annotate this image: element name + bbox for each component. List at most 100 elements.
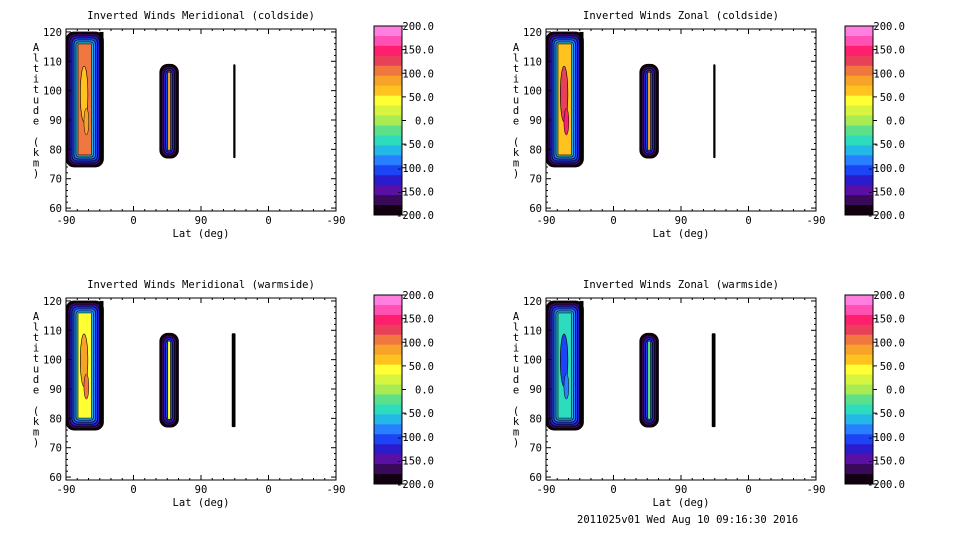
- y-tick-label: 100: [523, 355, 542, 367]
- y-tick-label: 80: [49, 144, 62, 156]
- colorbar-tick-label: -150.0: [396, 186, 434, 198]
- x-tick-label: 0: [610, 215, 616, 227]
- contour-field: [65, 300, 236, 431]
- colorbar-tick-label: -200.0: [867, 210, 905, 222]
- colorbar-swatch: [374, 364, 402, 376]
- contour-blob: [639, 63, 659, 159]
- x-tick-label: -90: [537, 215, 556, 227]
- colorbar: 200.0 150.0 100.0 50.0 0.0 -50.0 -100.0 -150.0 -…: [844, 21, 905, 222]
- colorbar-swatch: [845, 295, 873, 306]
- y-tick-label: 120: [43, 27, 62, 39]
- colorbar-swatch: [374, 55, 402, 67]
- svg-text:d: d: [513, 105, 519, 117]
- colorbar-swatch: [374, 95, 402, 107]
- colorbar-swatch: [845, 434, 873, 445]
- colorbar-swatch: [845, 165, 873, 176]
- svg-text:d: d: [33, 105, 39, 117]
- x-tick-label: -90: [537, 484, 556, 496]
- y-tick-label: 60: [49, 203, 62, 215]
- plot-frame: [65, 297, 337, 481]
- contour-blob: [65, 31, 104, 168]
- colorbar-swatch: [845, 85, 873, 97]
- y-tick-label: 120: [523, 27, 542, 39]
- contour-blob: [639, 332, 659, 428]
- y-tick-label: 110: [43, 56, 62, 68]
- y-tick-label: 120: [43, 296, 62, 308]
- colorbar-swatch: [845, 125, 873, 136]
- colorbar-tick-label: 50.0: [880, 92, 905, 104]
- colorbar-swatch: [845, 354, 873, 366]
- svg-text:k: k: [33, 147, 40, 159]
- colorbar-swatch: [845, 155, 873, 166]
- colorbar-swatch: [845, 55, 873, 67]
- colorbar-tick-label: -50.0: [402, 139, 434, 151]
- colorbar-swatch: [374, 334, 402, 346]
- colorbar-swatch: [845, 314, 873, 326]
- svg-text:A: A: [513, 311, 520, 323]
- colorbar-swatch: [374, 414, 402, 425]
- colorbar-swatch: [374, 344, 402, 356]
- contour-blob: [159, 63, 179, 159]
- colorbar-tick-label: 200.0: [873, 290, 905, 302]
- y-tick-label: 90: [49, 384, 62, 396]
- colorbar-tick-label: 200.0: [402, 290, 434, 302]
- colorbar-swatch: [374, 434, 402, 445]
- x-tick-label: 90: [195, 484, 208, 496]
- x-tick-label: -90: [327, 484, 346, 496]
- colorbar-swatch: [845, 145, 873, 156]
- colorbar-tick-label: 100.0: [402, 337, 434, 349]
- svg-text:e: e: [33, 385, 39, 397]
- colorbar-swatch: [374, 454, 402, 465]
- svg-text:A: A: [33, 42, 40, 54]
- contour-core: [83, 373, 90, 400]
- contour-edge: [99, 31, 104, 161]
- contour-blob: [545, 300, 584, 431]
- colorbar-tick-label: -200.0: [396, 479, 434, 491]
- x-tick-label: 0: [130, 484, 136, 496]
- svg-text:t: t: [33, 332, 39, 344]
- x-tick-label: 0: [265, 484, 271, 496]
- panel-4: Inverted Winds Zonal (warmside) 60 70 80 90 1…: [513, 279, 905, 509]
- colorbar-swatch: [374, 145, 402, 156]
- colorbar-swatch: [374, 474, 402, 485]
- svg-text:A: A: [513, 42, 520, 54]
- x-tick-label: 90: [195, 215, 208, 227]
- colorbar-tick-label: 0.0: [415, 116, 434, 128]
- panel-title: Inverted Winds Meridional (coldside): [87, 10, 315, 22]
- colorbar-tick-label: 200.0: [402, 21, 434, 33]
- svg-text:l: l: [33, 322, 39, 334]
- colorbar-swatch: [374, 75, 402, 87]
- y-tick-label: 80: [529, 144, 542, 156]
- contour-fill: [167, 340, 171, 420]
- svg-text:i: i: [33, 74, 39, 86]
- colorbar: 200.0 150.0 100.0 50.0 0.0 -50.0 -100.0 -150.0 -…: [373, 21, 434, 222]
- y-tick-label: 110: [523, 325, 542, 337]
- colorbar-swatch: [845, 95, 873, 107]
- x-tick-label: 90: [675, 484, 688, 496]
- x-tick-label: 90: [675, 215, 688, 227]
- panel-title: Inverted Winds Zonal (coldside): [583, 10, 779, 22]
- svg-text:t: t: [33, 353, 39, 365]
- x-axis-label: Lat (deg): [653, 497, 710, 509]
- colorbar-tick-label: 0.0: [886, 385, 905, 397]
- svg-text:m: m: [513, 427, 519, 439]
- colorbar-swatch: [374, 125, 402, 136]
- contour-field: [65, 31, 236, 168]
- svg-text:l: l: [33, 53, 39, 65]
- colorbar-swatch: [374, 384, 402, 395]
- x-tick-label: -90: [327, 215, 346, 227]
- colorbar-swatch: [845, 35, 873, 47]
- contour-blob: [231, 333, 236, 428]
- colorbar-swatch: [374, 155, 402, 166]
- contour-blob: [65, 300, 104, 431]
- colorbar-swatch: [374, 394, 402, 405]
- colorbar-swatch: [845, 324, 873, 336]
- x-axis-label: Lat (deg): [173, 228, 230, 240]
- colorbar-swatch: [374, 115, 402, 126]
- colorbar-tick-label: -100.0: [396, 432, 434, 444]
- plot-frame: [545, 28, 817, 212]
- contour-edge: [579, 300, 584, 425]
- contour-field: [545, 31, 716, 168]
